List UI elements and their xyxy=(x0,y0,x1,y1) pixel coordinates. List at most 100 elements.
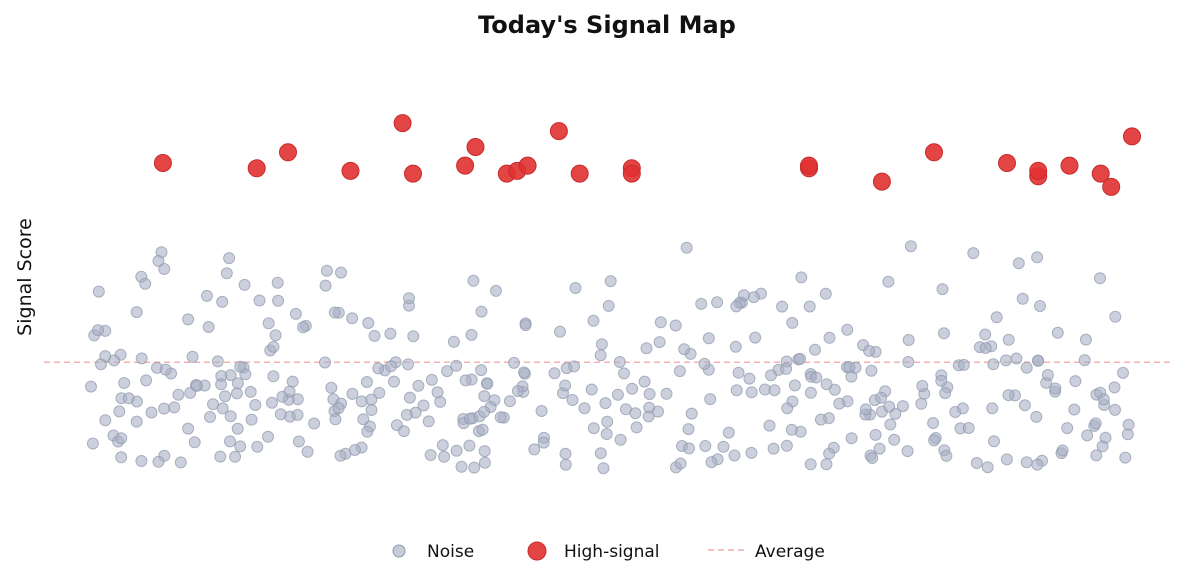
noise-point xyxy=(360,376,373,388)
noise-point xyxy=(139,277,152,290)
high-signal-point xyxy=(466,138,485,156)
noise-point xyxy=(678,343,691,356)
noise-point xyxy=(172,388,185,401)
noise-point xyxy=(642,410,655,423)
noise-point xyxy=(271,276,284,289)
noise-point xyxy=(152,455,165,468)
noise-point xyxy=(447,335,460,348)
noise-point xyxy=(269,329,282,342)
noise-point xyxy=(990,311,1003,324)
noise-point xyxy=(118,377,131,389)
noise-point xyxy=(1016,292,1029,305)
high-signal-point xyxy=(247,159,266,178)
noise-point xyxy=(604,275,617,288)
high-signal-point xyxy=(1029,161,1048,180)
noise-point xyxy=(1018,399,1031,412)
high-signal-point xyxy=(1123,127,1141,146)
noise-point xyxy=(1109,310,1122,323)
noise-point xyxy=(705,456,718,469)
noise-point xyxy=(1094,272,1106,285)
noise-point xyxy=(979,328,992,341)
noise-point xyxy=(224,435,236,448)
noise-point xyxy=(216,402,229,415)
noise-point xyxy=(780,362,793,375)
noise-point xyxy=(883,400,896,413)
noise-point xyxy=(478,456,491,469)
high-signal-point xyxy=(518,156,537,175)
noise-point xyxy=(224,410,237,423)
noise-point xyxy=(928,434,941,447)
noise-point xyxy=(135,455,148,467)
noise-point xyxy=(569,282,582,294)
noise-point xyxy=(385,360,397,373)
noise-point xyxy=(722,426,735,439)
noise-point xyxy=(190,379,203,392)
noise-point xyxy=(767,442,780,455)
noise-point xyxy=(669,319,682,332)
noise-point xyxy=(168,401,181,414)
noise-point xyxy=(204,411,216,423)
noise-point xyxy=(613,356,626,368)
noise-point xyxy=(640,342,653,355)
noise-point xyxy=(211,355,224,368)
noise-point xyxy=(749,331,762,344)
noise-point xyxy=(450,444,463,457)
noise-point xyxy=(113,405,126,418)
noise-point xyxy=(902,356,915,368)
noise-point xyxy=(230,387,243,400)
noise-point xyxy=(478,405,491,418)
noise-point xyxy=(809,343,821,356)
noise-point xyxy=(1032,354,1044,367)
noise-point xyxy=(638,375,651,388)
noise-point xyxy=(465,328,478,341)
noise-point xyxy=(814,413,827,426)
high-signal-point xyxy=(998,154,1016,172)
noise-point xyxy=(810,371,823,384)
noise-point xyxy=(654,316,667,329)
noise-point xyxy=(1031,251,1044,264)
legend-average-label: Average xyxy=(755,542,825,562)
noise-point xyxy=(174,456,187,469)
noise-point xyxy=(1109,403,1121,416)
noise-point xyxy=(158,263,171,275)
noise-point xyxy=(372,362,385,375)
noise-point xyxy=(325,381,338,394)
noise-point xyxy=(286,375,299,388)
noise-point xyxy=(763,419,776,432)
noise-point xyxy=(355,395,368,408)
high-signal-point xyxy=(622,164,641,183)
noise-point xyxy=(1122,418,1135,431)
noise-point xyxy=(388,375,400,388)
noise-point xyxy=(503,395,516,408)
noise-point xyxy=(986,402,999,415)
noise-point xyxy=(468,461,481,474)
noise-point xyxy=(673,365,686,378)
noise-point xyxy=(841,323,854,336)
noise-point xyxy=(927,417,940,429)
noise-point xyxy=(823,331,836,344)
noise-point xyxy=(674,457,687,470)
noise-point xyxy=(490,284,502,297)
noise-point xyxy=(566,394,579,406)
noise-point xyxy=(833,397,846,410)
legend-noise-marker xyxy=(392,544,406,558)
noise-point xyxy=(417,399,430,412)
noise-point xyxy=(535,405,548,417)
noise-point xyxy=(262,430,274,443)
noise-point xyxy=(939,387,952,400)
noise-point xyxy=(511,385,524,397)
noise-point xyxy=(1020,456,1033,469)
noise-point xyxy=(730,300,743,313)
noise-point xyxy=(683,442,695,455)
high-signal-point xyxy=(1102,177,1121,196)
noise-point xyxy=(400,408,413,421)
noise-point xyxy=(115,451,128,464)
noise-point xyxy=(823,447,836,460)
noise-point xyxy=(730,384,743,397)
noise-point xyxy=(1049,382,1062,395)
noise-point xyxy=(859,403,872,416)
noise-point xyxy=(335,266,347,279)
noise-point xyxy=(554,325,566,338)
noise-point xyxy=(291,408,304,421)
noise-point xyxy=(737,289,750,302)
